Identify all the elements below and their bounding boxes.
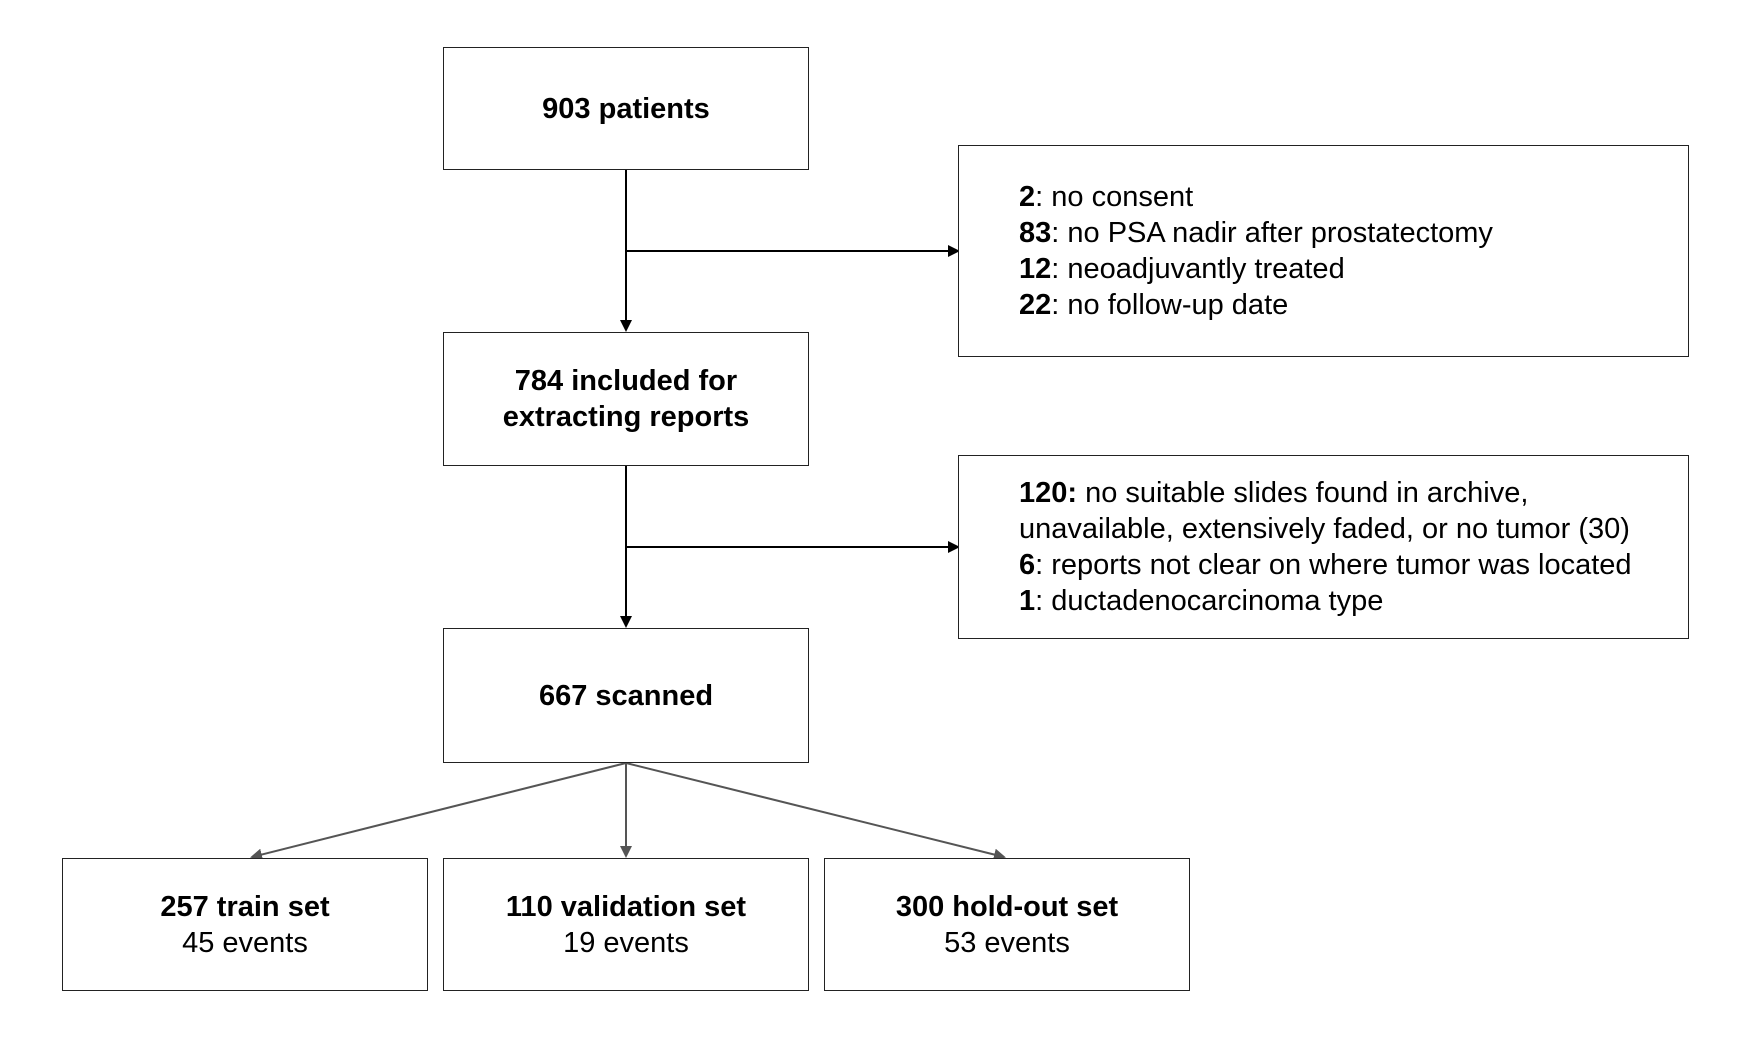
- box-scanned: 667 scanned: [443, 628, 809, 763]
- train-events: 45 events: [182, 926, 308, 959]
- exclusion-count: 2: [1019, 181, 1036, 213]
- included-line-1: 784 included for: [514, 365, 738, 397]
- exclusion-count: 83: [1019, 217, 1052, 249]
- holdout-title: 300 hold-out set: [895, 890, 1119, 923]
- exclusion-text: : no consent: [1035, 181, 1194, 213]
- box-validation-set: 110 validation set 19 events: [443, 858, 809, 991]
- exclusion-text: unavailable, extensively faded, or no tu…: [1019, 513, 1630, 545]
- exclusion-text: : neoadjuvantly treated: [1051, 253, 1345, 285]
- box-exclusions-2: 120: no suitable slides found in archive…: [958, 455, 1689, 639]
- validation-events: 19 events: [563, 926, 689, 959]
- exclusion-2-line: 6: reports not clear on where tumor was …: [1019, 547, 1688, 583]
- box-train-set: 257 train set 45 events: [62, 858, 428, 991]
- patients-label: 903 patients: [542, 92, 710, 125]
- included-line-2: extracting reports: [502, 401, 750, 433]
- exclusion-count: 6: [1019, 549, 1036, 581]
- box-exclusions-1: 2: no consent 83: no PSA nadir after pro…: [958, 145, 1689, 357]
- exclusion-count: 22: [1019, 289, 1052, 321]
- exclusion-text: no suitable slides found in archive,: [1077, 477, 1529, 509]
- exclusion-2-line: 1: ductadenocarcinoma type: [1019, 583, 1688, 619]
- arrow-scanned-to-train: [250, 762, 627, 861]
- exclusion-1-line: 22: no follow-up date: [1019, 287, 1688, 323]
- exclusion-text: : no follow-up date: [1051, 289, 1289, 321]
- box-patients: 903 patients: [443, 47, 809, 170]
- train-title: 257 train set: [160, 890, 330, 923]
- exclusion-count: 1: [1019, 585, 1036, 617]
- exclusion-1-line: 12: neoadjuvantly treated: [1019, 251, 1688, 287]
- arrow-scanned-to-holdout: [625, 762, 1006, 861]
- exclusion-text: : no PSA nadir after prostatectomy: [1051, 217, 1493, 249]
- box-holdout-set: 300 hold-out set 53 events: [824, 858, 1190, 991]
- holdout-events: 53 events: [944, 926, 1070, 959]
- exclusion-count: 120:: [1019, 477, 1078, 509]
- exclusion-count: 12: [1019, 253, 1052, 285]
- exclusion-2-line: unavailable, extensively faded, or no tu…: [1019, 511, 1688, 547]
- exclusion-1-line: 83: no PSA nadir after prostatectomy: [1019, 215, 1688, 251]
- exclusion-text: : reports not clear on where tumor was l…: [1035, 549, 1632, 581]
- scanned-label: 667 scanned: [538, 679, 714, 712]
- exclusion-1-line: 2: no consent: [1019, 179, 1688, 215]
- validation-title: 110 validation set: [505, 890, 747, 923]
- exclusion-text: : ductadenocarcinoma type: [1035, 585, 1384, 617]
- box-included: 784 included for extracting reports: [443, 332, 809, 466]
- exclusion-2-line: 120: no suitable slides found in archive…: [1019, 475, 1688, 511]
